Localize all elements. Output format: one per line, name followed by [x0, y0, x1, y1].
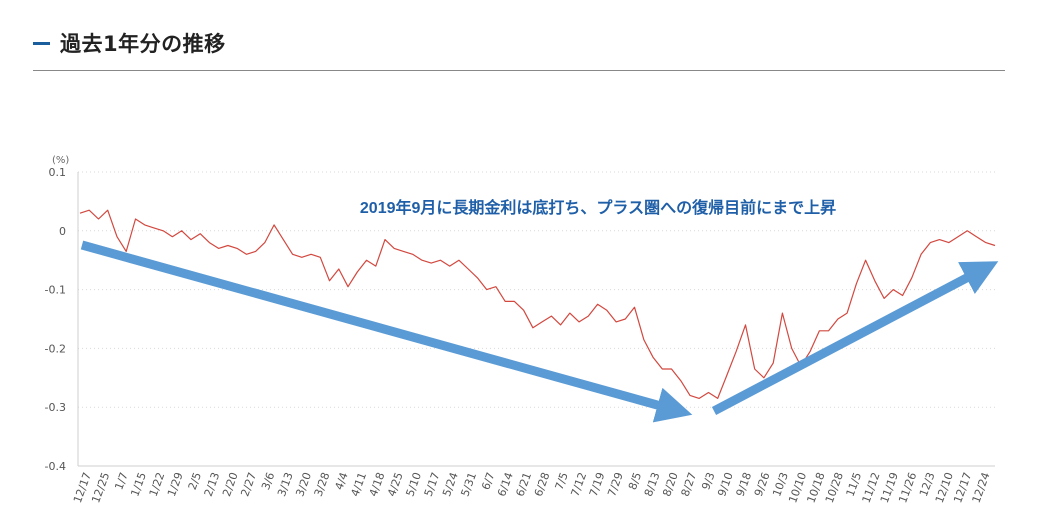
y-tick-label: -0.1	[45, 284, 66, 297]
y-tick-label: -0.3	[45, 401, 66, 414]
x-tick-label: 2/5	[186, 471, 204, 492]
x-tick-label: 9/3	[699, 471, 717, 492]
x-tick-label: 6/7	[479, 471, 497, 492]
x-tick-label: 7/5	[553, 471, 571, 492]
x-tick-label: 8/5	[626, 471, 644, 492]
section-header: 過去1年分の推移	[33, 28, 226, 58]
x-tick-label: 1/29	[165, 471, 186, 499]
y-tick-label: -0.2	[45, 342, 66, 355]
x-tick-label: 8/27	[679, 471, 700, 499]
page-title: 過去1年分の推移	[60, 32, 226, 56]
uptrend-arrow	[711, 261, 999, 415]
x-tick-label: 2/27	[238, 471, 259, 499]
y-tick-label: 0	[59, 225, 66, 238]
header-accent-dash	[33, 41, 50, 45]
yield-series-line	[79, 209, 996, 399]
y-unit-label: (%)	[52, 155, 69, 166]
x-tick-label: 5/31	[458, 471, 479, 499]
x-tick-label: 3/6	[259, 471, 277, 492]
x-tick-label: 6/28	[532, 471, 553, 499]
x-tick-label: 4/4	[332, 471, 350, 492]
x-tick-label: 3/28	[312, 471, 333, 499]
y-tick-label: 0.1	[49, 166, 67, 179]
y-tick-label: -0.4	[45, 460, 66, 473]
x-tick-label: 1/7	[112, 471, 130, 492]
downtrend-arrow	[80, 240, 693, 423]
x-tick-label: 7/29	[605, 471, 626, 499]
chart-annotation: 2019年9月に長期金利は底打ち、プラス圏への復帰目前にまで上昇	[360, 198, 836, 217]
header-divider	[33, 70, 1005, 71]
